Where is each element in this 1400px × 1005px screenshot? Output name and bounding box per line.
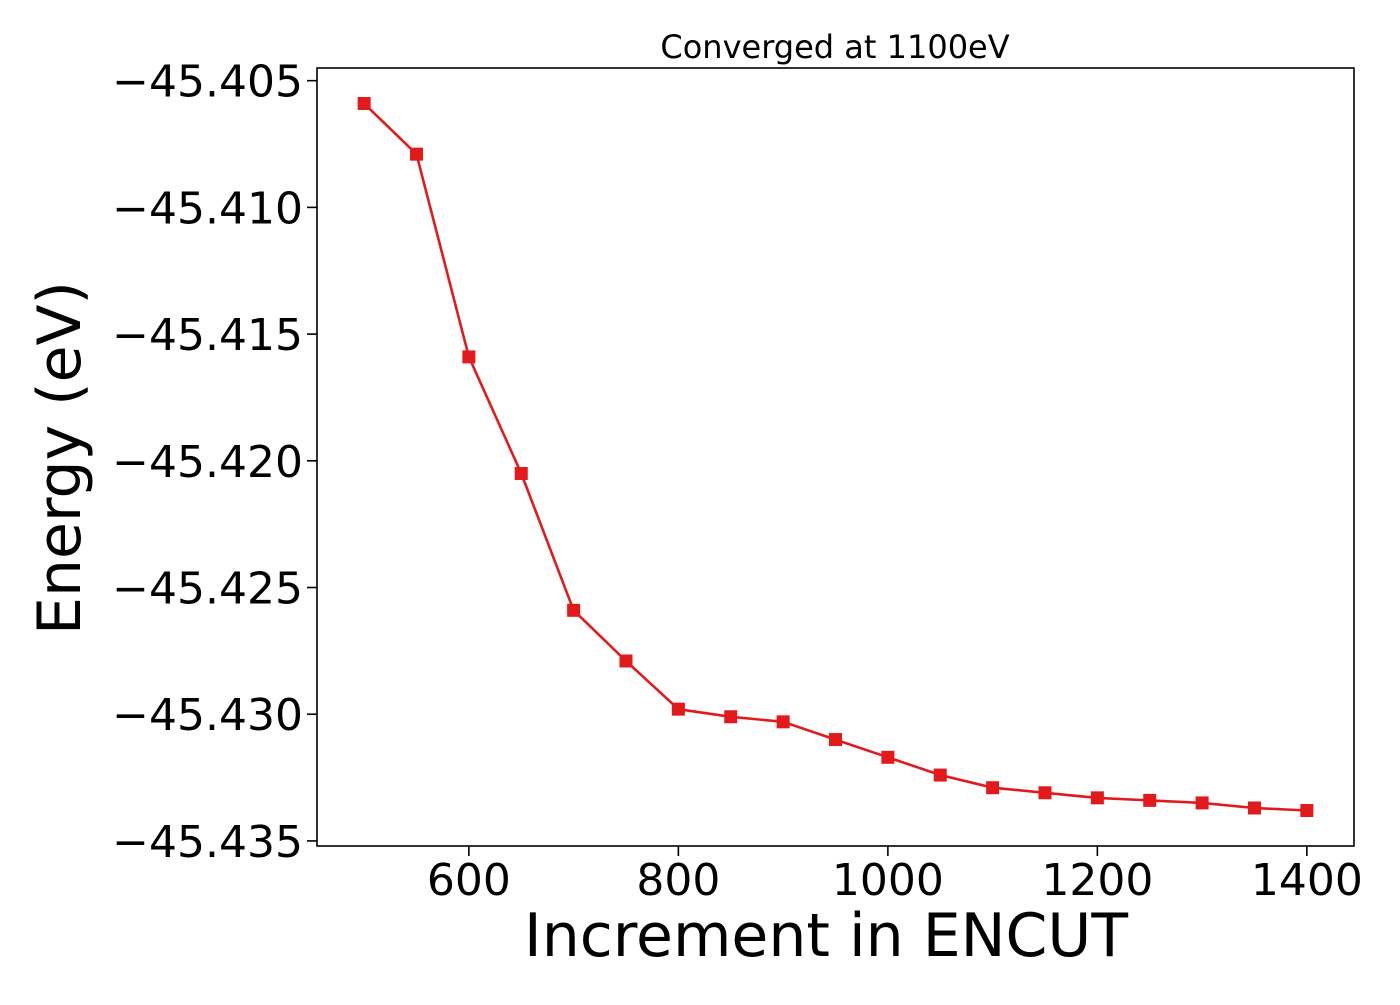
y-axis-label: Energy (eV) bbox=[25, 281, 95, 635]
data-point-marker bbox=[671, 702, 685, 716]
y-tick-label: −45.425 bbox=[112, 564, 303, 615]
data-point-marker bbox=[881, 750, 895, 764]
x-tick-label: 1200 bbox=[1041, 855, 1153, 906]
x-tick-label: 1000 bbox=[832, 855, 944, 906]
series-layer bbox=[357, 96, 1314, 818]
y-tick-label: −45.415 bbox=[112, 310, 303, 361]
x-tick-label: 1400 bbox=[1251, 855, 1363, 906]
y-tick-label: −45.430 bbox=[112, 690, 303, 741]
data-point-marker bbox=[1090, 791, 1104, 805]
data-point-marker bbox=[1038, 786, 1052, 800]
plot-area-frame bbox=[316, 67, 1355, 847]
x-axis: 600 800 1000 1200 1400 bbox=[427, 846, 1363, 906]
data-point-marker bbox=[1195, 796, 1209, 810]
data-point-marker bbox=[829, 733, 842, 747]
data-point-marker bbox=[1247, 801, 1261, 815]
y-tick-label: −45.420 bbox=[112, 437, 303, 488]
data-point-marker bbox=[619, 654, 633, 668]
data-point-marker bbox=[514, 466, 528, 480]
data-point-marker bbox=[357, 96, 371, 110]
y-axis: −45.405 −45.410 −45.415 −45.420 −45.425 −45.4… bbox=[112, 57, 317, 868]
y-tick-label: −45.405 bbox=[112, 57, 303, 108]
data-point-marker bbox=[567, 603, 581, 617]
data-point-marker bbox=[462, 350, 476, 364]
x-tick-label: 600 bbox=[427, 855, 511, 906]
series-line bbox=[363, 102, 1307, 812]
y-tick-label: −45.435 bbox=[112, 817, 303, 868]
data-point-marker bbox=[986, 781, 1000, 795]
data-point-marker bbox=[1300, 804, 1314, 818]
y-tick-label: −45.410 bbox=[112, 183, 303, 234]
x-tick-label: 800 bbox=[636, 855, 720, 906]
data-point-marker bbox=[776, 715, 790, 729]
data-point-marker bbox=[1143, 793, 1157, 807]
chart-title: Converged at 1100eV bbox=[660, 28, 1009, 66]
x-axis-label: Increment in ENCUT bbox=[524, 901, 1128, 971]
data-point-marker bbox=[724, 710, 738, 724]
data-point-marker bbox=[933, 768, 947, 782]
data-point-marker bbox=[410, 147, 424, 161]
